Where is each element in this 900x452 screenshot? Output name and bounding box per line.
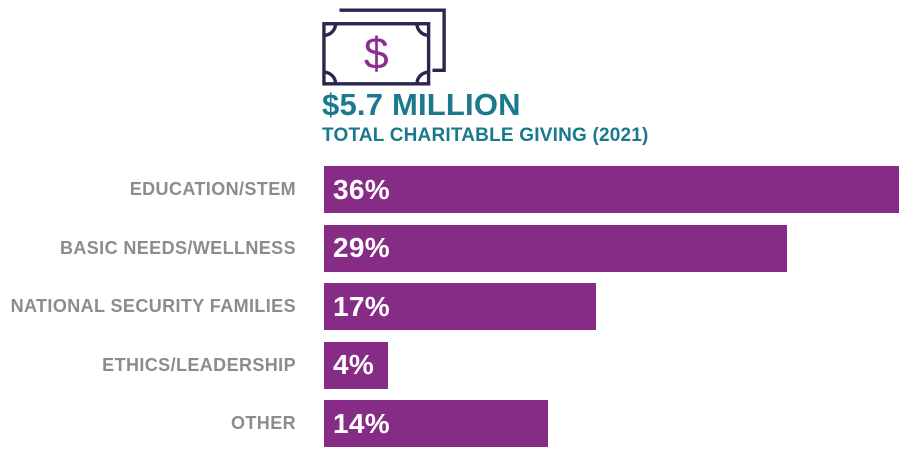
category-label: EDUCATION/STEM: [129, 179, 296, 199]
chart-row: NATIONAL SECURITY FAMILIES 17%: [0, 283, 900, 330]
bar-track: 4%: [324, 341, 900, 389]
bar-value-label: 29%: [333, 232, 390, 263]
bar-chart-rows: EDUCATION/STEM 36% BASIC NEEDS/WELLNESS 29%…: [0, 166, 900, 447]
bar-value-label: 4%: [333, 349, 375, 380]
bar-value-label: 17%: [333, 290, 390, 322]
bar-track: 29%: [324, 224, 900, 272]
chart-row: OTHER 14%: [0, 400, 900, 447]
chart-row: BASIC NEEDS/WELLNESS 29%: [0, 224, 900, 272]
bar: 14%: [324, 400, 548, 447]
category-label: NATIONAL SECURITY FAMILIES: [10, 296, 296, 316]
chart-row: EDUCATION/STEM 36%: [0, 166, 900, 213]
bar-track: 36%: [324, 166, 900, 213]
chart-title: $5.7 MILLION: [322, 87, 521, 122]
bar-track: 17%: [324, 283, 900, 330]
bar: 36%: [324, 166, 899, 213]
bar-value-label: 36%: [333, 173, 390, 205]
bar-value-label: 14%: [333, 407, 390, 439]
category-label: OTHER: [231, 413, 296, 433]
bar-chart: EDUCATION/STEM 36% BASIC NEEDS/WELLNESS 29%…: [0, 166, 900, 447]
bar: 29%: [324, 224, 788, 272]
money-bill-icon: $: [322, 8, 446, 86]
bar-track: 14%: [324, 400, 900, 447]
category-label: BASIC NEEDS/WELLNESS: [59, 237, 296, 258]
chart-row: ETHICS/LEADERSHIP 4%: [0, 341, 900, 389]
bar: 17%: [324, 283, 596, 330]
dollar-sign-glyph: $: [364, 29, 389, 78]
category-label: ETHICS/LEADERSHIP: [102, 354, 296, 375]
chart-header: $ $5.7 MILLION TOTAL CHARITABLE GIVING (…: [322, 8, 649, 147]
chart-subtitle: TOTAL CHARITABLE GIVING (2021): [322, 125, 649, 147]
bar: 4%: [324, 341, 388, 389]
